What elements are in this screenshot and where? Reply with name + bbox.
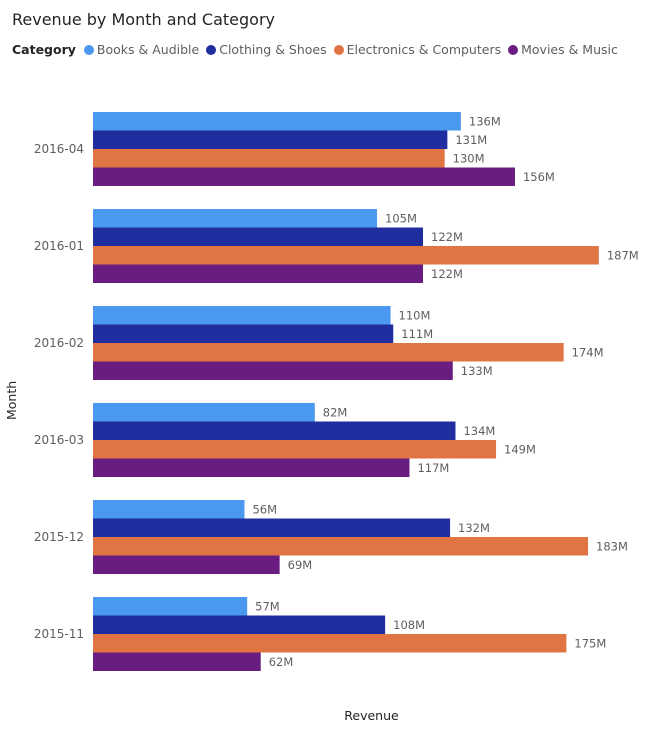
legend-item-electronics-computers[interactable]: Electronics & Computers (333, 42, 502, 57)
legend-dot-movies-music (508, 44, 519, 55)
data-label-2016-02-clothing-shoes: 111M (401, 327, 433, 341)
data-label-2016-04-movies-music: 156M (523, 170, 555, 184)
bar-2016-01-books-audible[interactable] (93, 209, 378, 228)
data-label-2016-04-books-audible: 136M (469, 114, 501, 128)
data-label-2016-01-movies-music: 122M (431, 267, 463, 281)
x-axis-label: Revenue (344, 708, 399, 723)
data-label-2016-04-clothing-shoes: 131M (455, 133, 487, 147)
bar-2016-02-movies-music[interactable] (93, 361, 453, 381)
y-axis-label: Month (4, 380, 19, 420)
bar-2016-03-books-audible[interactable] (93, 403, 315, 422)
chart-title: Revenue by Month and Category (12, 10, 275, 29)
bar-2016-03-movies-music[interactable] (93, 458, 410, 478)
data-label-2016-01-clothing-shoes: 122M (431, 230, 463, 244)
bar-2016-03-clothing-shoes[interactable] (93, 421, 456, 441)
data-label-2016-03-clothing-shoes: 134M (463, 424, 495, 438)
legend-label-electronics-computers: Electronics & Computers (346, 42, 502, 57)
bar-2016-02-clothing-shoes[interactable] (93, 324, 394, 344)
data-label-2016-04-electronics-computers: 130M (453, 151, 485, 165)
data-label-2015-11-books-audible: 57M (255, 599, 280, 613)
bar-2015-12-clothing-shoes[interactable] (93, 518, 451, 538)
bar-2015-12-books-audible[interactable] (93, 500, 245, 519)
bar-2016-01-clothing-shoes[interactable] (93, 227, 424, 247)
data-label-2016-03-movies-music: 117M (417, 461, 449, 475)
bar-2016-02-books-audible[interactable] (93, 306, 391, 325)
data-label-2016-01-books-audible: 105M (385, 211, 417, 225)
legend: Category Books & Audible Clothing & Shoe… (12, 42, 625, 57)
bar-2015-11-clothing-shoes[interactable] (93, 615, 386, 635)
bar-2016-04-books-audible[interactable] (93, 112, 461, 131)
data-label-2015-12-electronics-computers: 183M (596, 539, 628, 553)
legend-dot-books-audible (83, 44, 94, 55)
y-tick-label-2015-12: 2015-12 (34, 530, 84, 544)
legend-label-clothing-shoes: Clothing & Shoes (219, 42, 327, 57)
bar-2016-03-electronics-computers[interactable] (93, 440, 497, 459)
legend-dot-electronics-computers (333, 44, 344, 55)
legend-item-movies-music[interactable]: Movies & Music (508, 42, 618, 57)
legend-label-movies-music: Movies & Music (521, 42, 618, 57)
data-label-2015-12-movies-music: 69M (288, 558, 313, 572)
bar-2015-12-movies-music[interactable] (93, 555, 280, 575)
data-label-2015-12-books-audible: 56M (252, 502, 277, 516)
data-label-2016-02-books-audible: 110M (399, 308, 431, 322)
data-label-2016-02-electronics-computers: 174M (572, 345, 604, 359)
legend-item-clothing-shoes[interactable]: Clothing & Shoes (206, 42, 327, 57)
bar-2016-04-clothing-shoes[interactable] (93, 130, 448, 150)
data-label-2016-03-books-audible: 82M (323, 405, 348, 419)
y-tick-label-2016-01: 2016-01 (34, 239, 84, 253)
bar-2016-01-movies-music[interactable] (93, 264, 424, 284)
legend-dot-clothing-shoes (206, 44, 217, 55)
bar-2015-11-books-audible[interactable] (93, 597, 248, 616)
data-label-2015-11-electronics-computers: 175M (574, 636, 606, 650)
legend-label-books-audible: Books & Audible (96, 42, 200, 57)
bar-2016-01-electronics-computers[interactable] (93, 246, 599, 265)
legend-title: Category (12, 42, 76, 57)
data-label-2015-12-clothing-shoes: 132M (458, 521, 490, 535)
data-label-2016-02-movies-music: 133M (461, 364, 493, 378)
data-label-2016-01-electronics-computers: 187M (607, 248, 639, 262)
legend-item-books-audible[interactable]: Books & Audible (83, 42, 200, 57)
bar-2016-04-electronics-computers[interactable] (93, 149, 445, 168)
data-label-2016-03-electronics-computers: 149M (504, 442, 536, 456)
y-tick-label-2016-02: 2016-02 (34, 336, 84, 350)
y-tick-label-2016-04: 2016-04 (34, 142, 84, 156)
y-tick-label-2016-03: 2016-03 (34, 433, 84, 447)
data-label-2015-11-clothing-shoes: 108M (393, 618, 425, 632)
bar-2015-12-electronics-computers[interactable] (93, 537, 589, 556)
y-tick-label-2015-11: 2015-11 (34, 627, 84, 641)
bar-2015-11-movies-music[interactable] (93, 652, 261, 672)
bar-2016-04-movies-music[interactable] (93, 167, 515, 187)
data-label-2015-11-movies-music: 62M (269, 655, 294, 669)
bar-2016-02-electronics-computers[interactable] (93, 343, 564, 362)
bar-2015-11-electronics-computers[interactable] (93, 634, 567, 653)
